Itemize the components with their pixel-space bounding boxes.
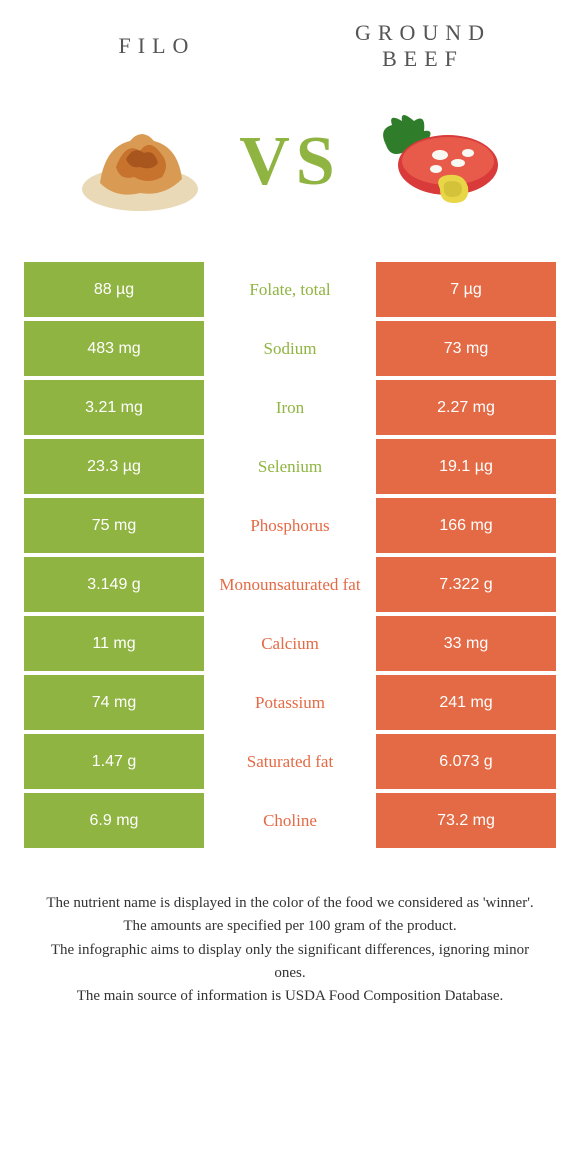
nutrient-name: Potassium — [204, 675, 376, 730]
nutrient-name: Iron — [204, 380, 376, 435]
header-row: Filo Ground Beef — [24, 20, 556, 72]
left-value: 1.47 g — [24, 734, 204, 789]
nutrient-table: 88 µgFolate, total7 µg483 mgSodium73 mg3… — [24, 262, 556, 848]
right-value: 73 mg — [376, 321, 556, 376]
food-title-left: Filo — [57, 33, 257, 59]
food-image-right — [365, 102, 515, 222]
table-row: 11 mgCalcium33 mg — [24, 616, 556, 671]
right-value: 7.322 g — [376, 557, 556, 612]
nutrient-name: Saturated fat — [204, 734, 376, 789]
right-value: 33 mg — [376, 616, 556, 671]
infographic-container: Filo Ground Beef VS — [0, 0, 580, 1028]
left-value: 74 mg — [24, 675, 204, 730]
table-row: 3.21 mgIron2.27 mg — [24, 380, 556, 435]
left-value: 3.21 mg — [24, 380, 204, 435]
table-row: 3.149 gMonounsaturated fat7.322 g — [24, 557, 556, 612]
note-line-4: The main source of information is USDA F… — [36, 985, 544, 1008]
left-value: 6.9 mg — [24, 793, 204, 848]
right-value: 7 µg — [376, 262, 556, 317]
right-value: 241 mg — [376, 675, 556, 730]
vs-label: VS — [239, 122, 340, 202]
right-value: 73.2 mg — [376, 793, 556, 848]
vs-row: VS — [24, 102, 556, 222]
food-title-right: Ground Beef — [323, 20, 523, 72]
left-value: 11 mg — [24, 616, 204, 671]
table-row: 483 mgSodium73 mg — [24, 321, 556, 376]
table-row: 75 mgPhosphorus166 mg — [24, 498, 556, 553]
right-value: 2.27 mg — [376, 380, 556, 435]
nutrient-name: Folate, total — [204, 262, 376, 317]
nutrient-name: Choline — [204, 793, 376, 848]
nutrient-name: Monounsaturated fat — [204, 557, 376, 612]
left-value: 75 mg — [24, 498, 204, 553]
note-line-2: The amounts are specified per 100 gram o… — [36, 915, 544, 938]
nutrient-name: Selenium — [204, 439, 376, 494]
table-row: 1.47 gSaturated fat6.073 g — [24, 734, 556, 789]
right-value: 166 mg — [376, 498, 556, 553]
food-image-left — [65, 102, 215, 222]
left-value: 3.149 g — [24, 557, 204, 612]
nutrient-name: Calcium — [204, 616, 376, 671]
note-line-3: The infographic aims to display only the… — [36, 939, 544, 986]
left-value: 23.3 µg — [24, 439, 204, 494]
notes: The nutrient name is displayed in the co… — [24, 892, 556, 1008]
note-line-1: The nutrient name is displayed in the co… — [36, 892, 544, 915]
nutrient-name: Phosphorus — [204, 498, 376, 553]
table-row: 74 mgPotassium241 mg — [24, 675, 556, 730]
right-value: 19.1 µg — [376, 439, 556, 494]
table-row: 88 µgFolate, total7 µg — [24, 262, 556, 317]
table-row: 6.9 mgCholine73.2 mg — [24, 793, 556, 848]
right-value: 6.073 g — [376, 734, 556, 789]
table-row: 23.3 µgSelenium19.1 µg — [24, 439, 556, 494]
nutrient-name: Sodium — [204, 321, 376, 376]
left-value: 483 mg — [24, 321, 204, 376]
left-value: 88 µg — [24, 262, 204, 317]
